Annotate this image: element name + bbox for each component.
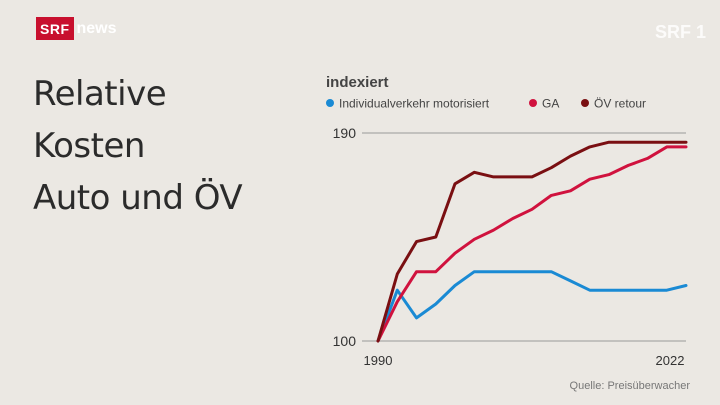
y-tick-label-190: 190 <box>333 125 357 141</box>
news-wordmark: news <box>76 19 117 37</box>
title-line-2: Kosten <box>33 126 145 166</box>
legend-marker-1 <box>529 99 537 107</box>
source-note: Quelle: Preisüberwacher <box>569 380 690 392</box>
title-line-3: Auto und ÖV <box>33 178 243 218</box>
legend-label-1: GA <box>542 97 559 111</box>
page-title: Relative Kosten Auto und ÖV <box>33 68 293 224</box>
x-tick-label-1990: 1990 <box>364 353 393 368</box>
legend-label-0: Individualverkehr motorisiert <box>339 97 490 111</box>
series-line-0 <box>376 270 688 343</box>
title-line-1: Relative <box>33 74 167 114</box>
legend-marker-0 <box>326 99 334 107</box>
y-tick-label-100: 100 <box>333 333 357 349</box>
legend-label-2: ÖV retour <box>594 97 646 111</box>
chart-title: indexiert <box>326 74 389 91</box>
legend-marker-2 <box>581 99 589 107</box>
srf-news-logo: SRF news <box>36 17 117 40</box>
series-line-1 <box>376 145 688 343</box>
series-line-2 <box>376 140 688 343</box>
x-tick-label-2022: 2022 <box>656 353 685 368</box>
channel-badge: SRF 1 <box>655 22 707 42</box>
srf-logo-box: SRF <box>36 17 74 40</box>
